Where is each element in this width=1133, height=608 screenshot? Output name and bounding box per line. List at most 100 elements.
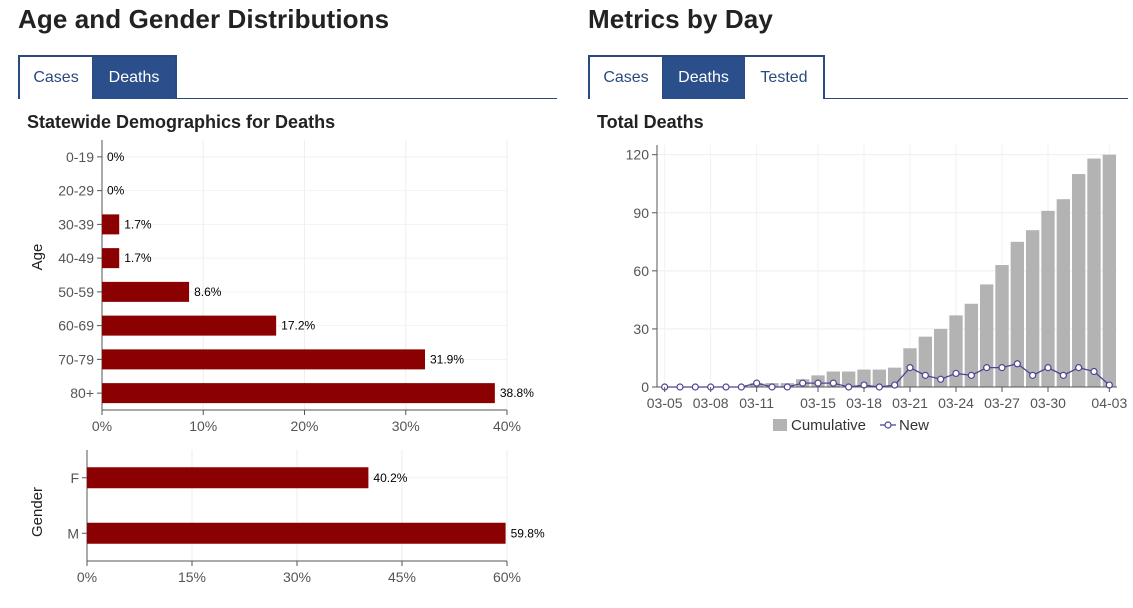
cumulative-bar — [1026, 230, 1040, 387]
x-tick-label: 0% — [77, 569, 97, 585]
x-tick-label: 60% — [493, 569, 521, 585]
new-point — [967, 371, 975, 379]
tab-cases[interactable]: Cases — [20, 57, 94, 99]
cumulative-bar — [857, 369, 871, 387]
new-point — [1059, 371, 1067, 379]
category-label: 40-49 — [58, 250, 94, 266]
category-label: 70-79 — [58, 351, 94, 367]
cumulative-bar — [918, 336, 932, 387]
left-section-title: Age and Gender Distributions — [18, 4, 390, 34]
bar — [102, 315, 277, 336]
new-point — [937, 375, 945, 383]
x-tick-label: 20% — [290, 418, 318, 434]
age-bar-chart: 0-19 0% 20-29 0% 30-39 1.7% 40-49 1.7% 50-59 8.6%… — [29, 140, 534, 434]
tab-tested[interactable]: Tested — [745, 57, 823, 99]
bar — [102, 281, 190, 302]
total-deaths-chart-title: Total Deaths — [597, 112, 704, 132]
tab-deaths[interactable]: Deaths — [663, 57, 745, 99]
category-label: 50-59 — [58, 284, 94, 300]
new-point — [753, 379, 761, 387]
data-label: 0% — [107, 184, 125, 198]
category-label: 20-29 — [58, 183, 94, 199]
new-point — [768, 383, 776, 391]
new-point — [676, 383, 684, 391]
new-point — [783, 383, 791, 391]
left-tab-bar: Cases Deaths — [18, 55, 557, 99]
cumulative-bar — [842, 371, 856, 387]
tab-cases[interactable]: Cases — [590, 57, 663, 99]
y-axis-title: Age — [29, 244, 46, 271]
new-point — [921, 371, 929, 379]
cumulative-bar — [1087, 158, 1101, 387]
cumulative-bar — [1041, 210, 1055, 387]
x-tick-label: 03-27 — [984, 395, 1020, 411]
y-tick-label: 120 — [626, 147, 650, 163]
category-label: 0-19 — [66, 149, 94, 165]
category-label: F — [70, 470, 79, 486]
y-axis-title: Gender — [29, 487, 46, 537]
cumulative-bar — [872, 369, 886, 387]
data-label: 31.9% — [430, 352, 464, 366]
demographics-chart-title: Statewide Demographics for Deaths — [27, 112, 336, 132]
gender-bar-chart: F 40.2% M 59.8% 0% 15% 30% 45% 60% Gender — [29, 450, 545, 585]
new-point — [998, 364, 1006, 372]
data-label: 38.8% — [500, 386, 534, 400]
x-tick-label: 0% — [92, 418, 112, 434]
bar — [102, 248, 120, 269]
new-point — [691, 383, 699, 391]
x-tick-label: 30% — [392, 418, 420, 434]
legend-cumulative-swatch — [773, 419, 787, 431]
legend-new-marker — [884, 421, 892, 429]
cumulative-bar — [980, 284, 994, 387]
x-tick-label: 45% — [388, 569, 416, 585]
cumulative-bar — [949, 315, 963, 387]
new-point — [906, 364, 914, 372]
y-tick-label: 30 — [633, 321, 649, 337]
x-tick-label: 40% — [493, 418, 521, 434]
x-tick-label: 30% — [283, 569, 311, 585]
bar — [102, 349, 425, 370]
bar — [87, 467, 369, 489]
data-label: 8.6% — [194, 285, 222, 299]
right-section-title: Metrics by Day — [588, 4, 773, 34]
cumulative-bar — [1056, 199, 1070, 387]
x-tick-label: 15% — [178, 569, 206, 585]
data-label: 1.7% — [124, 217, 152, 231]
x-tick-label: 03-05 — [647, 395, 683, 411]
legend-new-label: New — [899, 417, 929, 434]
category-label: 60-69 — [58, 318, 94, 334]
new-point — [952, 369, 960, 378]
total-deaths-chart: 0 30 60 90 120 03-05 03-08 03-11 03-15 03-18 03-21… — [626, 145, 1127, 434]
x-tick-label: 03-18 — [846, 395, 882, 411]
data-label: 0% — [107, 150, 125, 164]
category-label: 30-39 — [58, 216, 94, 232]
y-tick-label: 60 — [633, 263, 649, 279]
x-tick-label: 03-11 — [739, 395, 774, 411]
bar — [87, 522, 506, 544]
y-tick-label: 0 — [641, 379, 649, 395]
category-label: M — [67, 525, 79, 541]
new-point — [983, 364, 991, 372]
cumulative-bar — [1072, 174, 1086, 387]
cumulative-bar — [1010, 241, 1024, 387]
data-label: 59.8% — [511, 526, 545, 540]
new-point — [1029, 371, 1037, 379]
tab-deaths[interactable]: Deaths — [93, 57, 175, 99]
new-point — [722, 383, 730, 391]
new-point — [1013, 360, 1021, 368]
x-tick-label: 03-30 — [1030, 395, 1066, 411]
cumulative-bar — [1102, 154, 1116, 387]
new-point — [1044, 364, 1052, 372]
new-point — [891, 381, 899, 389]
x-tick-label: 03-15 — [800, 395, 836, 411]
x-tick-label: 03-24 — [938, 395, 974, 411]
bar — [102, 214, 120, 235]
x-tick-label: 03-21 — [892, 395, 928, 411]
bar — [102, 383, 495, 404]
new-point — [875, 383, 883, 391]
new-point — [1090, 367, 1098, 376]
new-point — [814, 379, 822, 387]
new-point — [829, 379, 837, 387]
data-label: 40.2% — [373, 471, 407, 485]
x-tick-label: 10% — [189, 418, 217, 434]
